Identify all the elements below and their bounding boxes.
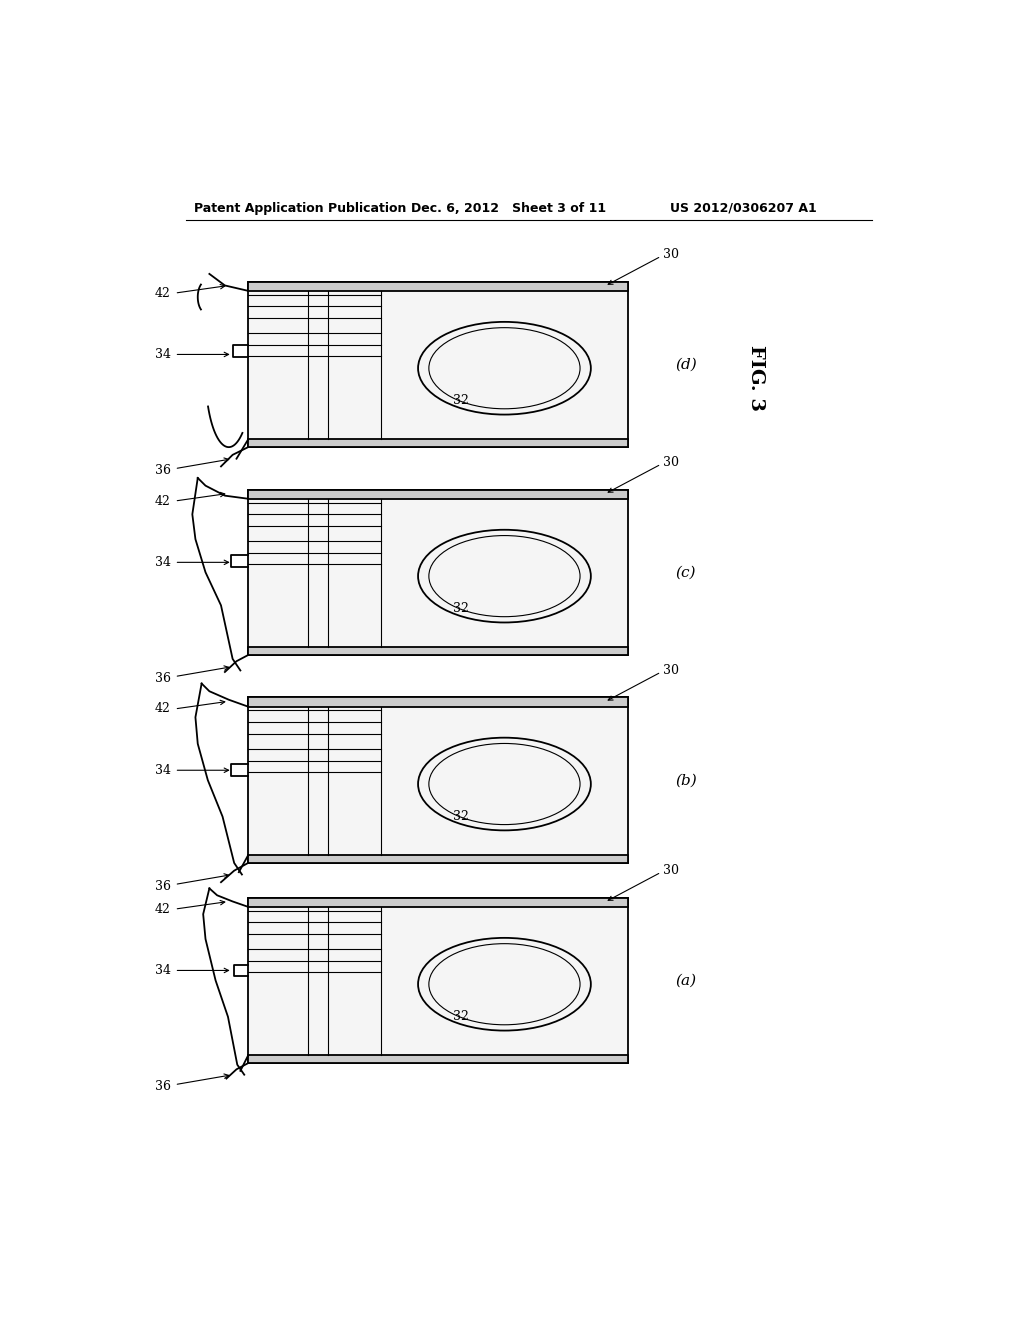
Text: 32: 32 (454, 1010, 469, 1023)
Text: 32: 32 (454, 395, 469, 407)
Bar (248, 281, 628, 447)
Text: US 2012/0306207 A1: US 2012/0306207 A1 (671, 202, 817, 215)
Ellipse shape (429, 743, 580, 825)
Text: 36: 36 (155, 879, 171, 892)
Text: Dec. 6, 2012   Sheet 3 of 11: Dec. 6, 2012 Sheet 3 of 11 (411, 202, 606, 215)
Text: Patent Application Publication: Patent Application Publication (194, 202, 407, 215)
Bar (248, 855, 628, 863)
Bar (248, 440, 628, 447)
Ellipse shape (418, 738, 591, 830)
Ellipse shape (418, 529, 591, 623)
Bar (248, 898, 628, 1063)
Text: 30: 30 (663, 248, 679, 261)
Text: 36: 36 (155, 463, 171, 477)
Text: (a): (a) (676, 973, 696, 987)
Ellipse shape (429, 944, 580, 1024)
Text: 30: 30 (663, 455, 679, 469)
Text: 30: 30 (663, 865, 679, 878)
Bar (248, 697, 628, 706)
Text: 34: 34 (155, 556, 171, 569)
Text: 34: 34 (155, 348, 171, 360)
Bar (248, 898, 628, 907)
Bar (248, 697, 628, 863)
Text: (d): (d) (675, 358, 697, 371)
Bar (248, 490, 628, 499)
Text: 30: 30 (663, 664, 679, 677)
Text: 36: 36 (155, 672, 171, 685)
Text: 32: 32 (454, 810, 469, 822)
Bar (248, 647, 628, 655)
Text: 32: 32 (454, 602, 469, 615)
Text: 42: 42 (155, 286, 171, 300)
Bar (248, 1056, 628, 1063)
Text: 34: 34 (155, 764, 171, 776)
Text: (b): (b) (675, 774, 697, 787)
Text: 42: 42 (155, 903, 171, 916)
Ellipse shape (429, 536, 580, 616)
Text: FIG. 3: FIG. 3 (746, 345, 765, 411)
Text: 36: 36 (155, 1080, 171, 1093)
Bar (248, 490, 628, 655)
Ellipse shape (418, 939, 591, 1031)
Text: (c): (c) (676, 565, 696, 579)
Bar (248, 281, 628, 290)
Text: 34: 34 (155, 964, 171, 977)
Ellipse shape (418, 322, 591, 414)
Ellipse shape (429, 327, 580, 409)
Text: 42: 42 (155, 495, 171, 508)
Text: 42: 42 (155, 702, 171, 715)
